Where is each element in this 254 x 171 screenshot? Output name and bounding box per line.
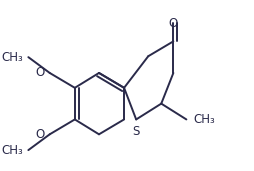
- Text: O: O: [36, 67, 45, 80]
- Text: S: S: [133, 125, 140, 138]
- Text: CH₃: CH₃: [1, 144, 23, 157]
- Text: O: O: [36, 128, 45, 141]
- Text: CH₃: CH₃: [1, 51, 23, 64]
- Text: O: O: [169, 17, 178, 30]
- Text: CH₃: CH₃: [194, 113, 216, 126]
